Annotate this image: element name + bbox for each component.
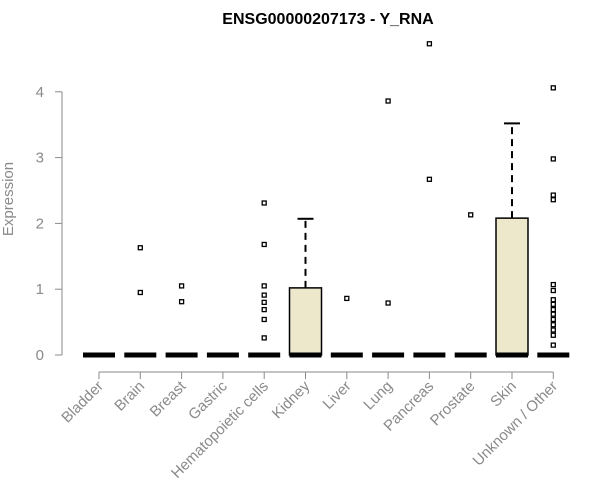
y-axis: 0 1 2 3 4 [36, 84, 63, 364]
box-11 [495, 122, 529, 358]
x-tick-label: Prostate [427, 378, 479, 430]
x-tick-label: Breast [147, 377, 190, 420]
x-tick-label: Skin [487, 378, 520, 411]
y-tick-label: 0 [36, 347, 44, 364]
box-12 [537, 85, 570, 358]
x-tick-label: Kidney [269, 377, 314, 422]
outlier-point [137, 245, 143, 251]
outlier-point [550, 306, 556, 313]
x-tick-label: Liver [320, 378, 355, 413]
outlier-point [385, 300, 391, 306]
outlier-point [468, 212, 474, 218]
box-10 [454, 212, 487, 358]
outlier-point [344, 295, 350, 302]
outlier-point [261, 335, 267, 341]
outlier-point [550, 311, 556, 317]
box-3 [165, 283, 198, 358]
y-tick-label: 3 [36, 150, 44, 167]
box-8 [372, 98, 405, 358]
outlier-point [550, 332, 556, 338]
outlier-point [385, 98, 391, 104]
outlier-point [137, 289, 143, 296]
outlier-point [550, 287, 556, 294]
outlier-point [550, 281, 556, 288]
outlier-point [261, 316, 267, 323]
outlier-point [261, 241, 267, 248]
y-tick-label: 4 [36, 84, 44, 101]
outlier-point [550, 316, 556, 323]
outlier-point [261, 200, 267, 206]
outlier-point [550, 322, 556, 328]
x-tick-label: Lung [360, 378, 396, 414]
outlier-point [426, 41, 433, 47]
boxplot-series [83, 41, 570, 358]
outlier-point [178, 299, 185, 305]
box-6 [288, 217, 323, 358]
outlier-point [261, 299, 267, 306]
box-9 [413, 41, 446, 358]
y-axis-label: Expression [0, 162, 17, 236]
y-tick-label: 2 [36, 215, 44, 232]
x-tick-label: Bladder [58, 378, 107, 427]
outlier-point [550, 197, 556, 203]
chart-title: ENSG00000207173 - Y_RNA [222, 11, 434, 28]
outlier-point [550, 156, 556, 162]
x-tick-label: Brain [111, 378, 148, 415]
box-2 [124, 245, 157, 358]
outlier-point [178, 283, 185, 289]
box-5 [248, 200, 281, 358]
outlier-point [550, 342, 556, 348]
outlier-point [426, 176, 433, 182]
outlier-point [261, 306, 267, 313]
outlier-point [550, 297, 556, 303]
outlier-point [550, 192, 556, 198]
box-body [495, 217, 529, 356]
outlier-point [550, 85, 556, 91]
outlier-point [550, 301, 556, 307]
outlier-point [261, 283, 267, 289]
box-7 [330, 295, 363, 358]
y-tick-label: 1 [36, 281, 44, 298]
box-body [288, 287, 323, 356]
outlier-point [550, 327, 556, 333]
outlier-point [261, 292, 267, 298]
